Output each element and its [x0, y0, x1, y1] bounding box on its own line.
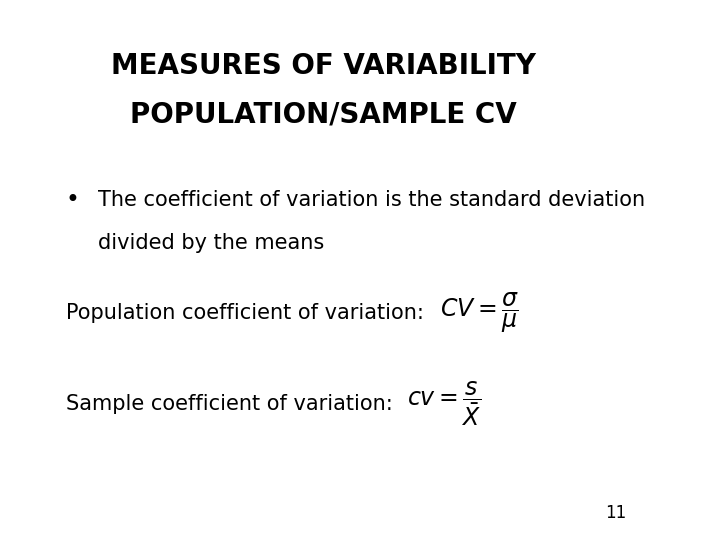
Text: •: •: [66, 188, 80, 212]
Text: POPULATION/SAMPLE CV: POPULATION/SAMPLE CV: [130, 100, 517, 128]
Text: $cv = \dfrac{s}{\bar{X}}$: $cv = \dfrac{s}{\bar{X}}$: [408, 380, 482, 428]
Text: $CV = \dfrac{\sigma}{\mu}$: $CV = \dfrac{\sigma}{\mu}$: [440, 291, 519, 335]
Text: MEASURES OF VARIABILITY: MEASURES OF VARIABILITY: [111, 52, 536, 80]
Text: The coefficient of variation is the standard deviation: The coefficient of variation is the stan…: [98, 190, 645, 210]
Text: divided by the means: divided by the means: [98, 233, 324, 253]
Text: 11: 11: [606, 504, 626, 523]
Text: Sample coefficient of variation:: Sample coefficient of variation:: [66, 394, 392, 414]
Text: Population coefficient of variation:: Population coefficient of variation:: [66, 303, 423, 323]
